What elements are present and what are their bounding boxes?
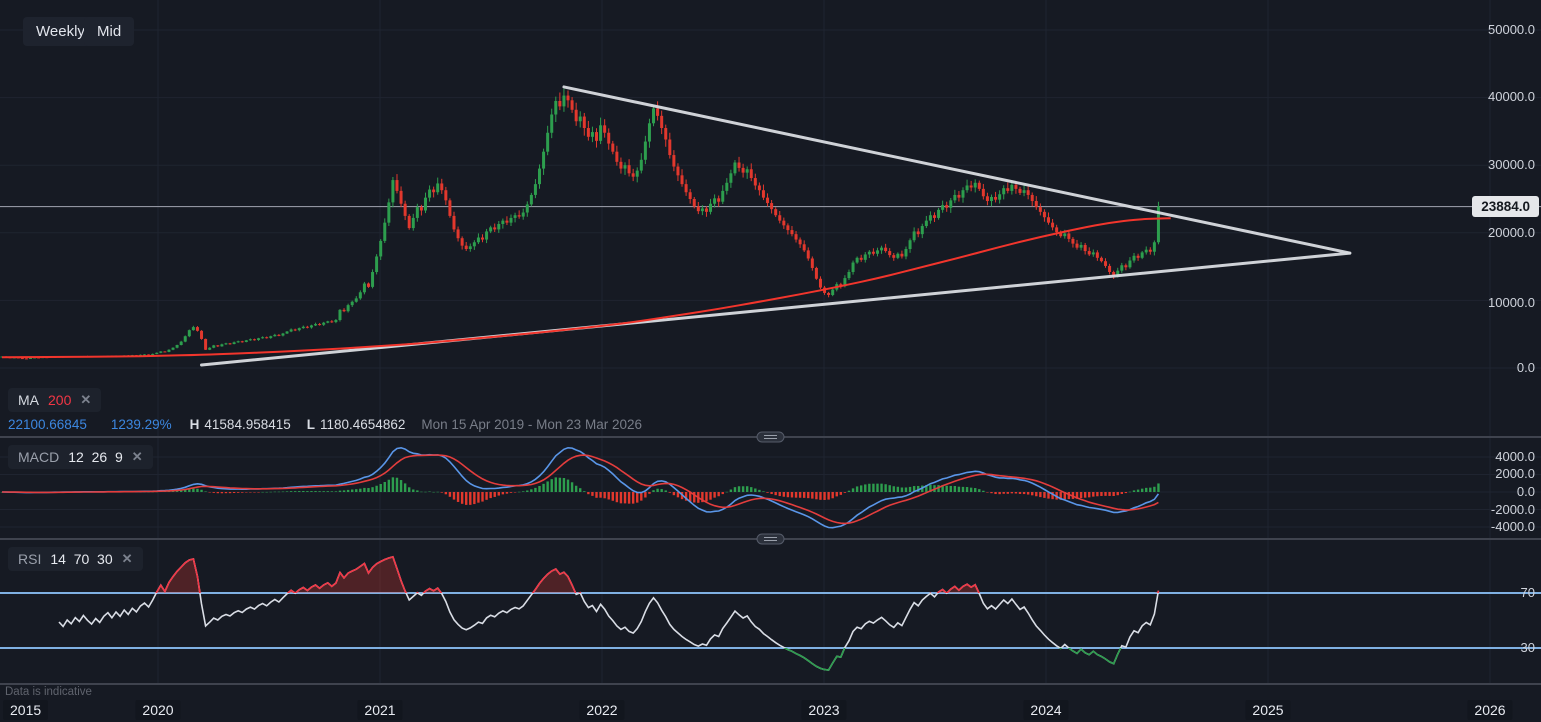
last-price-tag: 23884.0 bbox=[1472, 196, 1539, 217]
rsi-close-icon[interactable]: ✕ bbox=[121, 551, 133, 566]
rsi-overbought-fill bbox=[59, 556, 1159, 593]
macd-legend: MACD 12 26 9 ✕ bbox=[8, 445, 153, 469]
rsi-legend-name: RSI bbox=[18, 551, 42, 567]
ma-values-row: 22100.66845 1239.29% H 41584.958415 L 11… bbox=[8, 417, 642, 432]
ma-legend-name: MA bbox=[18, 392, 39, 408]
macd-tick-m2000: -2000.0 bbox=[1490, 502, 1535, 517]
candles-layer bbox=[0, 88, 1160, 360]
time-label-2024: 2024 bbox=[1023, 700, 1069, 720]
date-range: Mon 15 Apr 2019 - Mon 23 Mar 2026 bbox=[421, 417, 642, 432]
time-label-2025: 2025 bbox=[1245, 700, 1291, 720]
data-indicative-note: Data is indicative bbox=[5, 686, 92, 698]
price-tick-50000: 50000.0 bbox=[1488, 22, 1535, 37]
ma-legend: MA 200 ✕ bbox=[8, 388, 102, 412]
rsi-tick-30: 30 bbox=[1520, 640, 1535, 655]
price-tick-30000: 30000.0 bbox=[1488, 157, 1535, 172]
time-label-2021: 2021 bbox=[357, 700, 403, 720]
price-tick-10000: 10000.0 bbox=[1488, 295, 1535, 310]
pane-resize-handle[interactable] bbox=[756, 431, 785, 443]
time-label-2015: 2015 bbox=[3, 700, 49, 720]
price-tick-0: 0.0 bbox=[1516, 360, 1535, 375]
rsi-bands bbox=[0, 592, 1541, 649]
ma-value: 22100.66845 bbox=[8, 417, 87, 432]
macd-tick-m4000: -4000.0 bbox=[1490, 519, 1535, 534]
ma-close-icon[interactable]: ✕ bbox=[80, 392, 92, 407]
pane-resize-handle[interactable] bbox=[756, 533, 785, 545]
ma-legend-period: 200 bbox=[48, 392, 72, 408]
low-label: L bbox=[306, 417, 315, 432]
macd-tick-0: 0.0 bbox=[1516, 484, 1535, 499]
high-label: H bbox=[189, 417, 200, 432]
style-button[interactable]: Mid bbox=[84, 17, 135, 46]
ma-change-pct: 1239.29% bbox=[110, 417, 172, 432]
rsi-line bbox=[58, 555, 1160, 671]
low-value: 1180.4654862 bbox=[320, 417, 406, 432]
rsi-tick-70: 70 bbox=[1520, 585, 1535, 600]
price-tick-40000: 40000.0 bbox=[1488, 89, 1535, 104]
ma200-line bbox=[1, 217, 1171, 359]
time-label-2023: 2023 bbox=[801, 700, 847, 720]
macd-legend-params: 12 26 9 bbox=[68, 449, 123, 465]
macd-tick-4000: 4000.0 bbox=[1495, 449, 1535, 464]
time-label-2026: 2026 bbox=[1467, 700, 1513, 720]
price-tick-20000: 20000.0 bbox=[1488, 225, 1535, 240]
trendlines bbox=[200, 85, 1352, 367]
macd-tick-2000: 2000.0 bbox=[1495, 466, 1535, 481]
high-value: 41584.958415 bbox=[204, 417, 291, 432]
macd-legend-name: MACD bbox=[18, 449, 60, 465]
time-label-2020: 2020 bbox=[135, 700, 181, 720]
macd-lines bbox=[1, 446, 1160, 529]
grid-lines bbox=[0, 0, 1541, 684]
time-label-2022: 2022 bbox=[579, 700, 625, 720]
macd-close-icon[interactable]: ✕ bbox=[131, 449, 143, 464]
rsi-legend-params: 14 70 30 bbox=[50, 551, 113, 567]
rsi-legend: RSI 14 70 30 ✕ bbox=[8, 547, 143, 571]
